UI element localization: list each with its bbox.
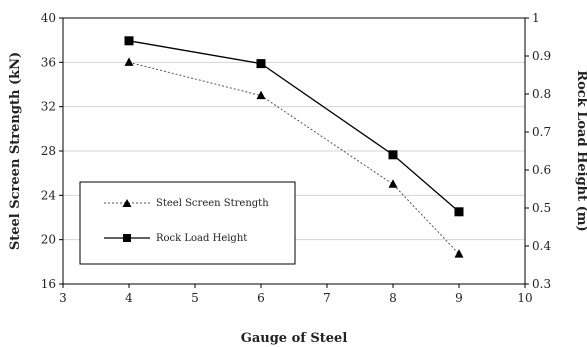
data-point-square [454,207,464,217]
y-left-tick-label: 28 [41,144,56,158]
legend: Steel Screen Strength Rock Load Height [79,181,296,265]
data-point-triangle [388,179,398,188]
series [124,36,464,258]
data-point-triangle [124,57,134,66]
y-left-tick-label: 20 [41,233,56,247]
data-point-triangle [454,249,464,258]
y-right-tick-label: 1 [532,11,540,25]
ticks [59,17,529,288]
data-point-square [388,150,398,160]
x-tick-label: 6 [257,291,265,305]
x-tick-label: 7 [323,291,331,305]
y-left-tick-label: 40 [41,11,56,25]
y-left-tick-label: 32 [41,100,56,114]
y-left-tick-label: 16 [41,277,56,291]
legend-marker-square [123,234,131,242]
series-line-rock-load-height [128,40,460,213]
x-tick-label: 3 [59,291,67,305]
y-right-tick-label: 0.6 [532,163,551,177]
legend-label-rock-load-height: Rock Load Height [156,233,247,244]
y-right-tick-label: 0.8 [532,87,551,101]
y-right-tick-label: 0.3 [532,277,551,291]
x-tick-label: 8 [389,291,397,305]
legend-label-steel-screen-strength: Steel Screen Strength [156,198,269,209]
data-point-square [124,36,134,46]
legend-box [79,181,296,265]
data-point-square [256,59,266,69]
series-line-steel-screen-strength [128,61,460,255]
y-axis-right-title: Rock Load Height (m) [574,70,587,231]
legend-marker-triangle [122,199,132,207]
x-axis-title: Gauge of Steel [241,331,348,346]
y-left-tick-label: 36 [41,55,56,69]
y-axis-left-title: Steel Screen Strength (kN) [8,52,23,250]
y-right-tick-label: 0.7 [532,125,551,139]
x-tick-label: 5 [191,291,199,305]
x-tick-label: 10 [517,291,532,305]
x-tick-label: 9 [455,291,463,305]
tick-labels: 16 20 24 28 32 36 40 0.3 0.4 0.5 0.6 0.7 0.8 0.9 1 3 4 5 6… [41,11,552,305]
y-left-tick-label: 24 [41,188,57,202]
y-right-tick-label: 0.5 [532,201,551,215]
data-point-triangle [256,90,266,100]
y-right-tick-label: 0.4 [532,239,551,253]
y-right-tick-label: 0.9 [532,49,551,63]
x-tick-label: 4 [125,291,133,305]
